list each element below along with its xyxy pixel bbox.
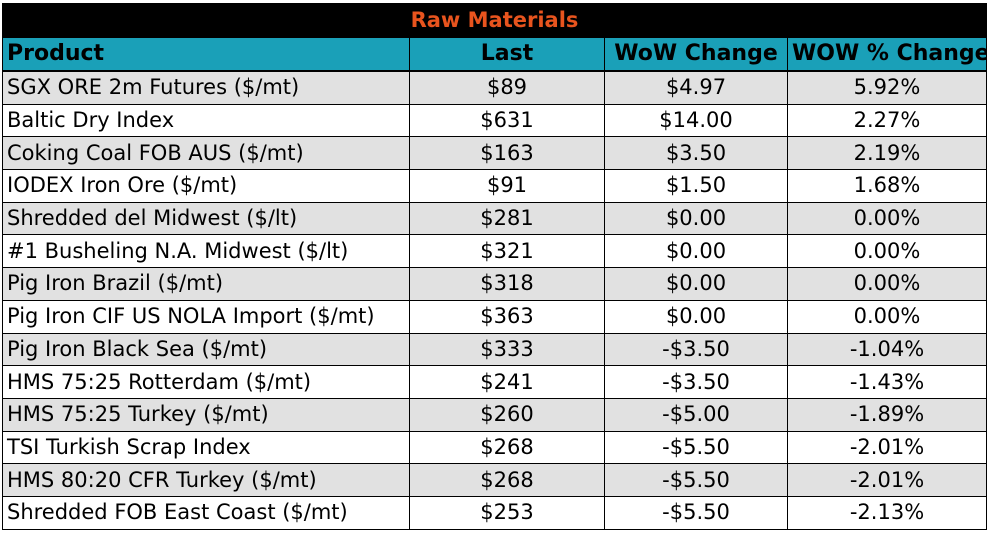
product-cell: HMS 75:25 Rotterdam ($/mt) — [2, 365, 410, 399]
table-row: Pig Iron Brazil ($/mt) $318 $0.00 0.00% — [2, 267, 988, 301]
last-cell: $631 — [409, 103, 605, 138]
wow-change-cell: $3.50 — [604, 136, 788, 171]
wow-change-cell: $0.00 — [604, 234, 788, 269]
table-row: IODEX Iron Ore ($/mt) $91 $1.50 1.68% — [2, 169, 988, 203]
wow-pct-change-cell: -2.13% — [786, 495, 988, 530]
table-row: TSI Turkish Scrap Index $268 -$5.50 -2.01% — [2, 430, 988, 465]
last-cell: $333 — [409, 332, 605, 367]
table-body: SGX ORE 2m Futures ($/mt) $89 $4.97 5.92% Ba… — [2, 70, 988, 530]
table-row: HMS 75:25 Turkey ($/mt) $260 -$5.00 -1.89% — [2, 397, 988, 432]
table-row: Coking Coal FOB AUS ($/mt) $163 $3.50 2.19% — [2, 136, 988, 171]
wow-pct-change-cell: -1.43% — [786, 365, 988, 399]
product-cell: Pig Iron CIF US NOLA Import ($/mt) — [2, 299, 410, 334]
wow-change-cell: -$3.50 — [604, 365, 788, 399]
last-cell: $268 — [409, 463, 605, 497]
table-row: Pig Iron Black Sea ($/mt) $333 -$3.50 -1.04… — [2, 332, 988, 367]
wow-change-cell: -$5.50 — [604, 463, 788, 497]
wow-change-cell: $1.50 — [604, 169, 788, 203]
wow-pct-change-cell: 0.00% — [786, 267, 988, 301]
table-row: Baltic Dry Index $631 $14.00 2.27% — [2, 103, 988, 138]
table-row: HMS 80:20 CFR Turkey ($/mt) $268 -$5.50 -2.… — [2, 463, 988, 497]
wow-pct-change-cell: -2.01% — [786, 430, 988, 465]
wow-change-cell: -$5.50 — [604, 495, 788, 530]
product-cell: Coking Coal FOB AUS ($/mt) — [2, 136, 410, 171]
product-cell: HMS 80:20 CFR Turkey ($/mt) — [2, 463, 410, 497]
column-header-wow-change: WoW Change — [604, 36, 788, 72]
column-header-last: Last — [409, 36, 605, 72]
table-row: Shredded FOB East Coast ($/mt) $253 -$5.50… — [2, 495, 988, 530]
wow-change-cell: -$5.50 — [604, 430, 788, 465]
table-row: SGX ORE 2m Futures ($/mt) $89 $4.97 5.92% — [2, 70, 988, 105]
last-cell: $281 — [409, 201, 605, 236]
wow-change-cell: -$3.50 — [604, 332, 788, 367]
table-header-row: Product Last WoW Change WOW % Change — [2, 36, 988, 72]
wow-change-cell: $4.97 — [604, 70, 788, 105]
wow-pct-change-cell: 1.68% — [786, 169, 988, 203]
last-cell: $241 — [409, 365, 605, 399]
product-cell: Pig Iron Brazil ($/mt) — [2, 267, 410, 301]
product-cell: HMS 75:25 Turkey ($/mt) — [2, 397, 410, 432]
last-cell: $260 — [409, 397, 605, 432]
product-cell: Baltic Dry Index — [2, 103, 410, 138]
last-cell: $91 — [409, 169, 605, 203]
product-cell: SGX ORE 2m Futures ($/mt) — [2, 70, 410, 105]
product-cell: IODEX Iron Ore ($/mt) — [2, 169, 410, 203]
wow-pct-change-cell: 0.00% — [786, 201, 988, 236]
wow-change-cell: $0.00 — [604, 201, 788, 236]
wow-change-cell: $0.00 — [604, 299, 788, 334]
table-row: HMS 75:25 Rotterdam ($/mt) $241 -$3.50 -1.4… — [2, 365, 988, 399]
wow-pct-change-cell: -1.89% — [786, 397, 988, 432]
product-cell: #1 Busheling N.A. Midwest ($/lt) — [2, 234, 410, 269]
column-header-product: Product — [2, 36, 410, 72]
last-cell: $318 — [409, 267, 605, 301]
wow-pct-change-cell: 2.27% — [786, 103, 988, 138]
product-cell: TSI Turkish Scrap Index — [2, 430, 410, 465]
wow-pct-change-cell: 5.92% — [786, 70, 988, 105]
raw-materials-table: Raw Materials Product Last WoW Change WO… — [2, 3, 988, 530]
wow-change-cell: $0.00 — [604, 267, 788, 301]
column-header-wow-pct-change: WOW % Change — [786, 36, 988, 72]
last-cell: $163 — [409, 136, 605, 171]
table-row: Shredded del Midwest ($/lt) $281 $0.00 0.00… — [2, 201, 988, 236]
table-title: Raw Materials — [2, 3, 987, 37]
last-cell: $321 — [409, 234, 605, 269]
wow-pct-change-cell: 2.19% — [786, 136, 988, 171]
last-cell: $89 — [409, 70, 605, 105]
last-cell: $253 — [409, 495, 605, 530]
wow-change-cell: $14.00 — [604, 103, 788, 138]
product-cell: Pig Iron Black Sea ($/mt) — [2, 332, 410, 367]
table-row: Pig Iron CIF US NOLA Import ($/mt) $363 $0… — [2, 299, 988, 334]
table-row: #1 Busheling N.A. Midwest ($/lt) $321 $0.0… — [2, 234, 988, 269]
wow-pct-change-cell: 0.00% — [786, 234, 988, 269]
wow-pct-change-cell: -2.01% — [786, 463, 988, 497]
last-cell: $268 — [409, 430, 605, 465]
product-cell: Shredded FOB East Coast ($/mt) — [2, 495, 410, 530]
wow-change-cell: -$5.00 — [604, 397, 788, 432]
product-cell: Shredded del Midwest ($/lt) — [2, 201, 410, 236]
wow-pct-change-cell: 0.00% — [786, 299, 988, 334]
table-title-row: Raw Materials — [2, 3, 987, 37]
last-cell: $363 — [409, 299, 605, 334]
wow-pct-change-cell: -1.04% — [786, 332, 988, 367]
